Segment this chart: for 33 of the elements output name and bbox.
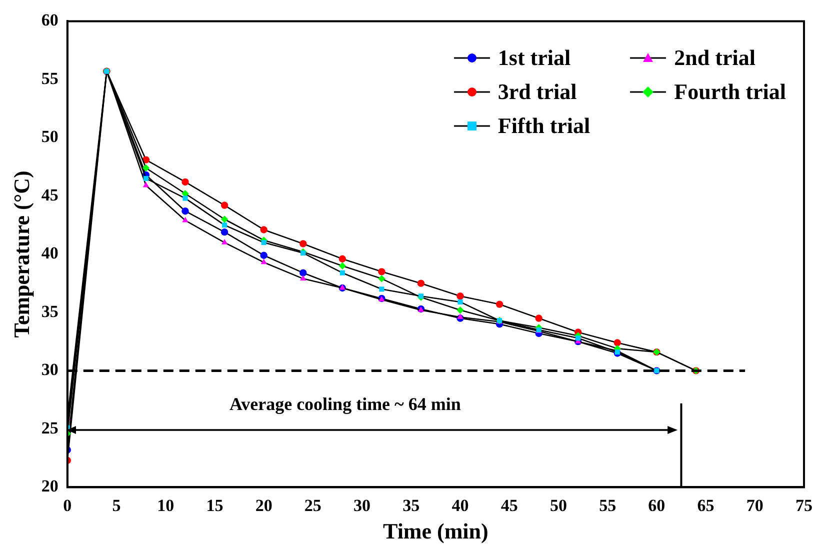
y-tick-label: 45 [41,185,58,204]
x-tick-label: 30 [354,496,371,515]
x-tick-label: 70 [746,496,764,515]
y-tick-label: 25 [41,418,58,438]
x-tick-label: 35 [402,496,420,515]
x-tick-label: 20 [255,496,272,515]
x-tick-label: 5 [112,496,121,515]
annotation: Average cooling time ~ 64 min [229,394,461,415]
y-tick-label: 35 [41,302,58,321]
x-tick-label: 10 [157,496,174,515]
x-tick-label: 50 [550,496,567,515]
y-tick-label: 60 [41,10,58,30]
y-tick-label: 30 [41,360,58,380]
x-tick-label: 45 [500,496,518,515]
legend-label: Fifth trial [498,113,590,140]
y-tick-label: 20 [41,476,58,496]
legend-label: 2nd trial [674,45,756,72]
legend-label: Fourth trial [674,79,786,106]
x-tick-label: 55 [599,496,616,515]
x-tick-label: 75 [796,496,812,515]
x-tick-label: 25 [304,496,322,515]
x-tick-label: 65 [697,496,714,515]
x-tick-label: 40 [452,496,469,515]
legend-label: 3rd trial [498,79,577,106]
y-tick-label: 55 [41,68,58,88]
y-tick-label: 40 [41,244,58,263]
x-tick-label: 15 [206,496,224,515]
y-axis-title: Temperature (°C) [8,170,34,338]
x-tick-label: 0 [63,496,72,515]
x-tick-label: 60 [648,496,666,515]
x-axis-title: Time (min) [383,518,488,544]
y-tick-label: 50 [41,127,58,146]
legend-label: 1st trial [498,45,571,72]
